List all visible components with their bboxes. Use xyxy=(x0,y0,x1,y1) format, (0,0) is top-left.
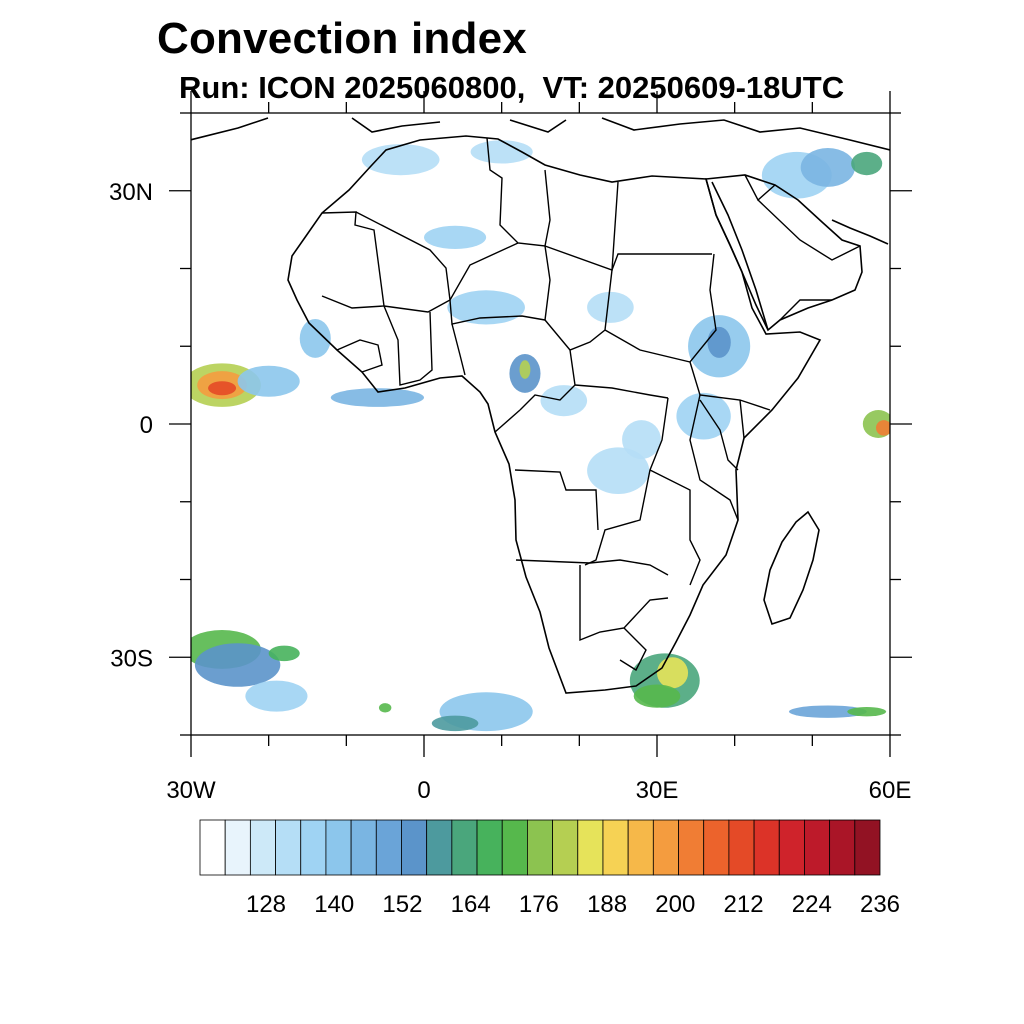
x-tick-label: 30W xyxy=(166,777,216,804)
colorbar-swatch xyxy=(627,819,654,876)
colorbar-swatch xyxy=(401,819,428,876)
colorbar-swatch xyxy=(350,819,377,876)
convection-cell-32 xyxy=(470,140,533,164)
colorbar-swatch xyxy=(703,819,730,876)
convection-cell-21 xyxy=(447,290,525,325)
convection-cell-11 xyxy=(378,703,392,713)
arabia-coastline xyxy=(704,174,863,332)
convection-cell-10 xyxy=(431,715,479,732)
red-sea xyxy=(711,181,769,331)
colorbar-swatch xyxy=(854,819,881,876)
convection-cell-34 xyxy=(299,319,331,358)
convection-cell-33 xyxy=(587,291,634,323)
convection-field xyxy=(191,140,890,732)
x-tick-label: 0 xyxy=(417,777,430,804)
map-frame xyxy=(190,112,891,736)
colorbar-swatch xyxy=(602,819,629,876)
convection-cell-14 xyxy=(633,684,681,708)
convection-cell-25 xyxy=(676,392,731,440)
convection-cell-20 xyxy=(519,360,531,379)
convection-cell-15 xyxy=(789,705,867,718)
convection-cell-26 xyxy=(587,447,650,494)
africa-coastline xyxy=(287,135,822,694)
europe-coastline xyxy=(191,117,890,151)
axis-tick-labels: 30W 0 30E 60E 30N 0 30S xyxy=(109,179,911,804)
colorbar-swatch xyxy=(728,819,755,876)
colorbar-swatch xyxy=(249,819,276,876)
colorbar-swatch xyxy=(652,819,679,876)
colorbar-label: 140 xyxy=(314,891,354,918)
map-title: Convection index xyxy=(157,14,527,63)
colorbar-swatch xyxy=(451,819,478,876)
y-tick-label: 30S xyxy=(110,645,153,672)
colorbar-label: 152 xyxy=(382,891,422,918)
colorbar-swatch xyxy=(804,819,831,876)
convection-cell-6 xyxy=(194,643,281,687)
colorbar-swatch xyxy=(199,819,226,876)
colorbar-swatch xyxy=(325,819,352,876)
y-tick-label: 30N xyxy=(109,179,153,206)
map-subtitle: Run: ICON 2025060800, VT: 20250609-18UTC xyxy=(179,70,845,105)
convection-cell-7 xyxy=(268,645,300,662)
convection-cell-35 xyxy=(540,385,588,417)
colorbar-swatch xyxy=(577,819,604,876)
colorbar xyxy=(199,819,881,876)
convection-cell-24 xyxy=(707,326,731,358)
convection-cell-18 xyxy=(876,420,890,436)
colorbar-swatch xyxy=(753,819,780,876)
convection-cell-31 xyxy=(361,144,440,176)
axis-ticks xyxy=(169,91,912,757)
convection-cell-13 xyxy=(657,657,689,689)
colorbar-swatch xyxy=(476,819,503,876)
colorbar-label: 236 xyxy=(860,891,900,918)
convection-cell-30 xyxy=(851,151,883,176)
colorbar-label: 164 xyxy=(451,891,491,918)
colorbar-swatch xyxy=(829,819,856,876)
colorbar-swatch xyxy=(375,819,402,876)
convection-cell-22 xyxy=(424,225,487,250)
colorbar-label: 176 xyxy=(519,891,559,918)
y-tick-label: 0 xyxy=(140,412,153,439)
convection-cell-29 xyxy=(800,147,856,187)
colorbar-swatch xyxy=(552,819,579,876)
colorbar-swatch xyxy=(224,819,251,876)
x-tick-label: 60E xyxy=(869,777,912,804)
convection-cell-27 xyxy=(622,420,661,459)
coastlines xyxy=(191,117,890,694)
colorbar-label: 212 xyxy=(724,891,764,918)
colorbar-swatch xyxy=(300,819,327,876)
colorbar-swatch xyxy=(678,819,705,876)
colorbar-labels: 128 140 152 164 176 188 200 212 224 236 xyxy=(246,891,900,918)
colorbar-swatch xyxy=(275,819,302,876)
colorbar-label: 200 xyxy=(655,891,695,918)
country-borders xyxy=(321,137,861,672)
persian-gulf xyxy=(831,219,889,245)
colorbar-swatch xyxy=(527,819,553,876)
madagascar-coastline xyxy=(763,510,820,626)
convection-cell-16 xyxy=(847,707,887,717)
colorbar-swatch xyxy=(426,819,453,876)
colorbar-swatch xyxy=(778,819,805,876)
colorbar-label: 188 xyxy=(587,891,627,918)
convection-cell-4 xyxy=(330,388,424,407)
colorbar-label: 224 xyxy=(792,891,832,918)
x-tick-label: 30E xyxy=(636,777,679,804)
convection-cell-2 xyxy=(208,381,237,396)
convection-cell-3 xyxy=(237,365,300,397)
convection-cell-8 xyxy=(245,680,308,712)
colorbar-swatch xyxy=(501,819,528,876)
colorbar-label: 128 xyxy=(246,891,286,918)
